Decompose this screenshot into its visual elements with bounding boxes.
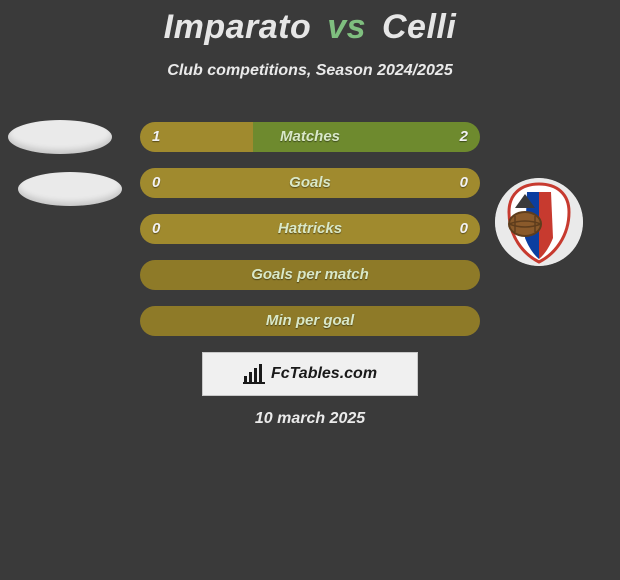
title-vs: vs xyxy=(327,8,366,46)
stat-bar-empty xyxy=(140,214,480,244)
player1-club-placeholder xyxy=(18,172,122,206)
player1-name: Imparato xyxy=(164,8,312,46)
snapshot-date: 10 march 2025 xyxy=(0,410,620,428)
player2-name: Celli xyxy=(382,8,456,46)
comparison-bars: 12Matches 00Goals 00Hattricks Goals per mat… xyxy=(140,122,480,352)
player2-club-logo xyxy=(495,178,583,266)
attribution-badge: FcTables.com xyxy=(202,352,418,396)
stat-bar-left xyxy=(140,122,253,152)
stat-row: Goals per match xyxy=(140,260,480,290)
stat-bar-right xyxy=(253,122,480,152)
stat-bar-empty xyxy=(140,168,480,198)
stat-bar-empty xyxy=(140,260,480,290)
stat-bar-empty xyxy=(140,306,480,336)
stat-row: 00Hattricks xyxy=(140,214,480,244)
comparison-title: Imparato vs Celli xyxy=(0,8,620,47)
season-subtitle: Club competitions, Season 2024/2025 xyxy=(0,62,620,80)
attribution-text: FcTables.com xyxy=(271,365,377,383)
player1-avatar-placeholder xyxy=(8,120,112,154)
bar-chart-icon xyxy=(243,364,265,384)
stat-row: 12Matches xyxy=(140,122,480,152)
club-crest-icon xyxy=(495,178,583,266)
stat-row: Min per goal xyxy=(140,306,480,336)
stat-row: 00Goals xyxy=(140,168,480,198)
